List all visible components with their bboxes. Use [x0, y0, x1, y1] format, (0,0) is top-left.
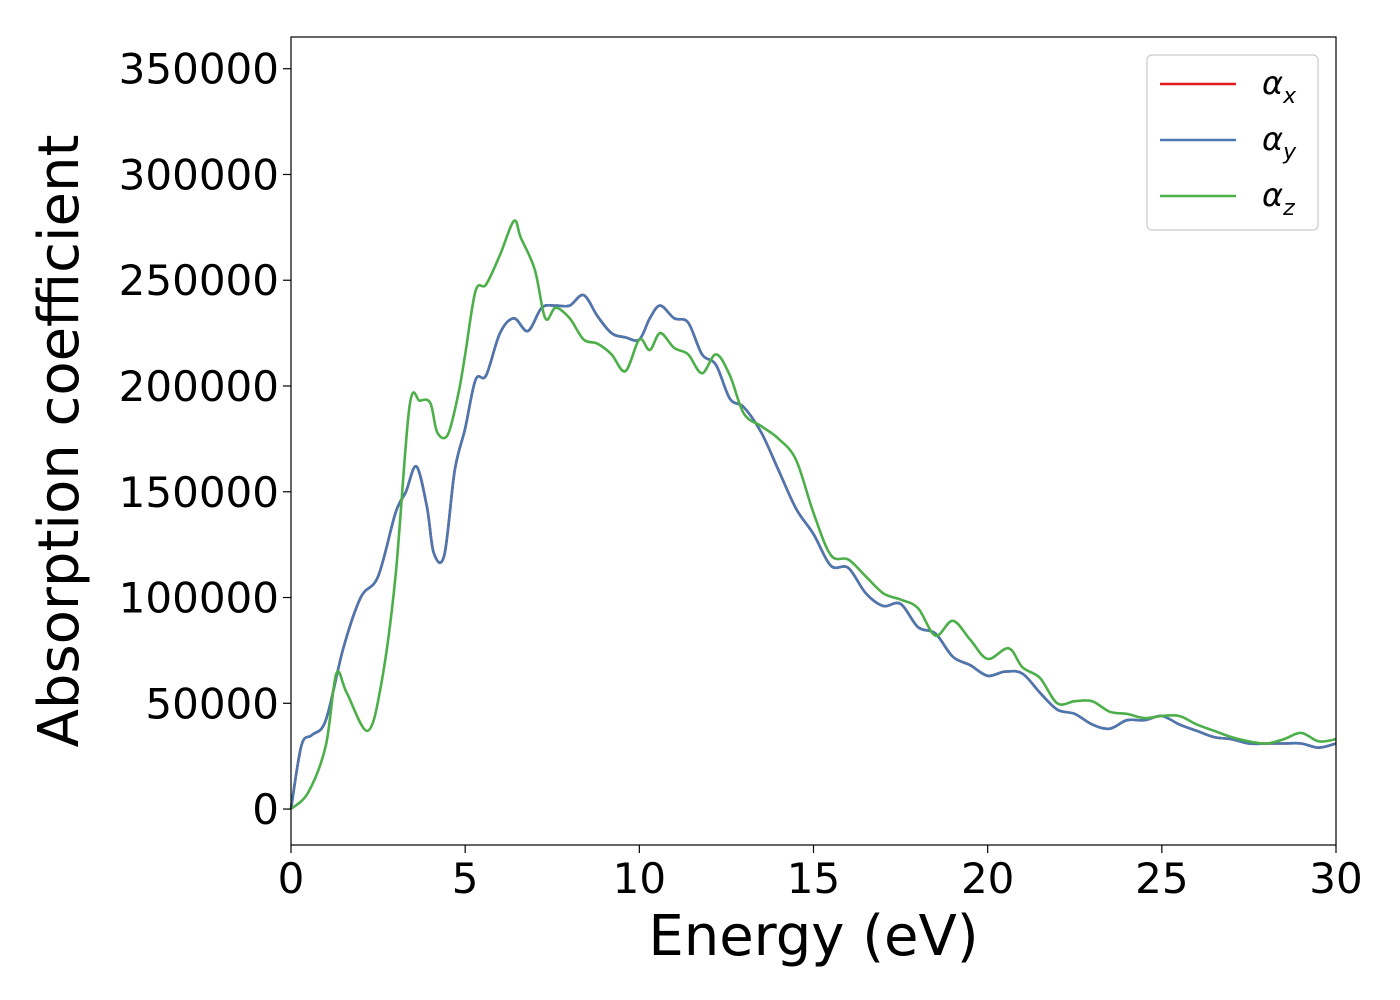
y-tick-label: 50000	[145, 679, 279, 728]
x-tick-label: 15	[787, 854, 840, 903]
y-tick-label: 350000	[119, 45, 279, 94]
legend-label-y: αy	[1262, 120, 1297, 165]
y-tick-label: 100000	[119, 574, 279, 623]
y-axis-title: Absorption coefficient	[27, 135, 92, 748]
x-tick-label: 5	[452, 854, 479, 903]
x-tick-label: 25	[1135, 854, 1188, 903]
x-tick-label: 0	[278, 854, 305, 903]
y-tick-label: 150000	[119, 468, 279, 517]
series-group	[289, 219, 1337, 810]
x-axis-title: Energy (eV)	[648, 904, 978, 969]
y-tick-label: 300000	[119, 150, 279, 199]
x-tick-label: 20	[961, 854, 1014, 903]
y-axis: 0 50000 100000 150000 200000 250000 300000 3500…	[119, 45, 291, 834]
series-line-y	[289, 293, 1337, 810]
y-tick-label: 0	[252, 785, 279, 834]
y-tick-label: 250000	[119, 256, 279, 305]
legend-box	[1146, 54, 1319, 231]
x-tick-label: 10	[613, 854, 666, 903]
series-line-z	[290, 219, 1337, 810]
y-tick-label: 200000	[119, 362, 279, 411]
x-axis: 0 5 10 15 20 25 30	[278, 845, 1363, 903]
x-tick-label: 30	[1309, 854, 1362, 903]
